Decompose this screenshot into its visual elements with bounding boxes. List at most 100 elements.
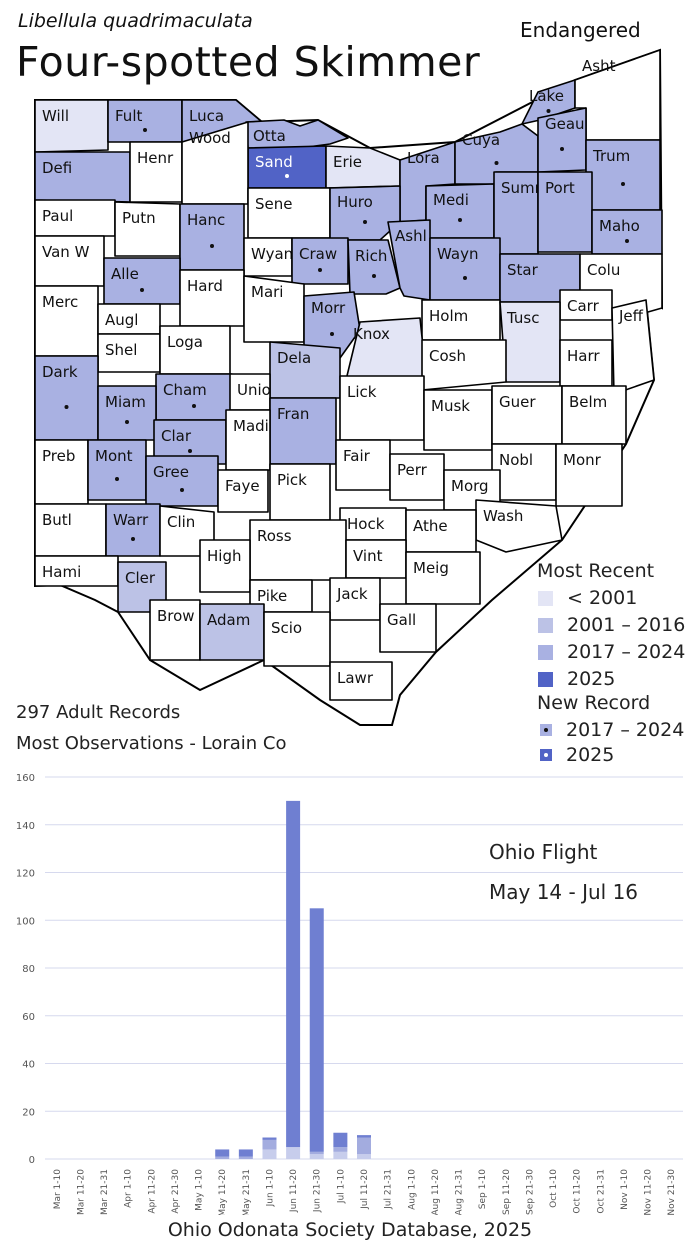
county-label: Hard bbox=[187, 277, 223, 295]
county-adam: Adam bbox=[199, 603, 265, 661]
x-tick-label: Jun 11-20 bbox=[289, 1169, 299, 1213]
county-label: Clin bbox=[167, 513, 195, 531]
county-hami: Hami bbox=[34, 555, 119, 587]
y-tick-label: 40 bbox=[22, 1060, 35, 1071]
legend-item: 2025 bbox=[538, 668, 685, 690]
county-knox: Knox bbox=[345, 317, 427, 381]
county-paul: Paul bbox=[34, 199, 116, 237]
x-tick-label: Aug 1-10 bbox=[407, 1169, 417, 1210]
ohio-county-map: Will Fult Luca Otta Sand Erie Lake Asht Defi Henr… bbox=[34, 48, 664, 726]
bar-segment bbox=[309, 908, 324, 1152]
bar-segment bbox=[309, 1154, 324, 1159]
county-belm: Belm bbox=[561, 385, 627, 445]
county-label: Fran bbox=[277, 405, 309, 423]
county-merc: Merc bbox=[34, 285, 99, 357]
county-label: Mont bbox=[95, 447, 133, 465]
county-label: Carr bbox=[567, 297, 600, 315]
legend-label: 2017 – 2024 bbox=[567, 641, 686, 663]
county-label: Pike bbox=[257, 587, 287, 605]
county-preb: Preb bbox=[34, 439, 89, 505]
county-maho: Maho bbox=[591, 209, 663, 255]
county-label: Dela bbox=[277, 349, 311, 367]
county-label: Gree bbox=[153, 463, 189, 481]
new-record-dot bbox=[131, 537, 135, 541]
county-label: Trum bbox=[592, 147, 630, 165]
county-label: Jack bbox=[336, 585, 368, 603]
county-label: Geau bbox=[545, 115, 585, 133]
county-label: Merc bbox=[42, 293, 78, 311]
new-record-dot bbox=[180, 488, 184, 492]
legend-swatch bbox=[540, 724, 552, 736]
bar-segment bbox=[357, 1154, 371, 1159]
county-rich: Rich bbox=[347, 239, 401, 295]
record-count: 297 Adult Records bbox=[16, 702, 181, 723]
legend-swatch bbox=[538, 590, 553, 606]
x-tick-label: Nov 21-30 bbox=[667, 1169, 677, 1215]
county-henr: Henr bbox=[129, 141, 183, 203]
county-harr: Harr bbox=[559, 339, 613, 387]
new-record-dot bbox=[363, 220, 367, 224]
new-record-dot bbox=[318, 268, 322, 272]
county-label: Wyan bbox=[251, 245, 293, 263]
county-label: Alle bbox=[111, 265, 139, 283]
county-warr: Warr bbox=[105, 503, 161, 557]
county-label: Sene bbox=[255, 195, 293, 213]
legend-swatch bbox=[538, 671, 553, 687]
county-augl: Augl bbox=[97, 303, 161, 335]
county-asht: Asht bbox=[574, 49, 661, 141]
county-label: Hock bbox=[347, 515, 385, 533]
county-label: Rich bbox=[355, 247, 387, 265]
x-tick-label: Jul 21-31 bbox=[384, 1169, 394, 1210]
county-label: Luca bbox=[189, 107, 224, 125]
county-gall: Gall bbox=[379, 603, 437, 653]
bar-segment bbox=[357, 1137, 371, 1155]
county-mont: Mont bbox=[87, 439, 147, 501]
county-label: Craw bbox=[299, 245, 337, 263]
county-morr: Morr bbox=[303, 291, 361, 359]
county-wayn: Wayn bbox=[429, 237, 501, 301]
county-label: Wash bbox=[483, 507, 523, 525]
x-tick-label: Oct 11-20 bbox=[573, 1169, 583, 1214]
county-van-w: Van W bbox=[34, 235, 105, 287]
county-label: Athe bbox=[413, 517, 448, 535]
county-geau: Geau bbox=[537, 107, 587, 173]
county-label: Henr bbox=[137, 149, 174, 167]
county-trum: Trum bbox=[585, 139, 661, 211]
county-holm: Holm bbox=[421, 299, 501, 341]
county-label: Port bbox=[545, 179, 575, 197]
county-label: Medi bbox=[433, 191, 469, 209]
county-port: Port bbox=[537, 171, 593, 253]
new-record-dot bbox=[372, 274, 376, 278]
bar-segment bbox=[286, 1147, 301, 1159]
county-label: Paul bbox=[42, 207, 73, 225]
county-label: Cham bbox=[163, 381, 207, 399]
county-label: Guer bbox=[499, 393, 536, 411]
county-hard: Hard bbox=[179, 269, 245, 327]
county-medi: Medi bbox=[425, 183, 495, 239]
bar-segment bbox=[309, 1151, 324, 1155]
county-label: Wood bbox=[189, 129, 231, 147]
county-clar: Clar bbox=[153, 419, 227, 465]
county-loga: Loga bbox=[159, 325, 231, 375]
county-label: Augl bbox=[105, 311, 138, 329]
legend-label: 2017 – 2024 bbox=[566, 719, 685, 741]
legend-item: 2017 – 2024 bbox=[540, 719, 684, 741]
new-record-dot bbox=[625, 239, 629, 243]
x-tick-label: Jun 1-10 bbox=[265, 1169, 275, 1208]
county-label: Shel bbox=[105, 341, 137, 359]
new-record-dot bbox=[546, 109, 551, 113]
county-label: Mari bbox=[251, 283, 283, 301]
county-sand: Sand bbox=[247, 145, 327, 189]
bar-segment bbox=[286, 800, 301, 1148]
x-tick-label: Oct 1-10 bbox=[549, 1169, 559, 1208]
county-label: High bbox=[207, 547, 241, 565]
x-tick-label: Jul 1-10 bbox=[336, 1169, 346, 1204]
county-defi: Defi bbox=[34, 151, 131, 203]
county-summ: Summ bbox=[493, 171, 549, 255]
county-dela: Dela bbox=[269, 341, 341, 399]
county-pick: Pick bbox=[269, 463, 331, 521]
bar-segment bbox=[238, 1156, 253, 1159]
x-tick-label: Sep 1-10 bbox=[478, 1169, 488, 1210]
county-scio: Scio bbox=[263, 611, 331, 667]
county-label: Holm bbox=[429, 307, 468, 325]
